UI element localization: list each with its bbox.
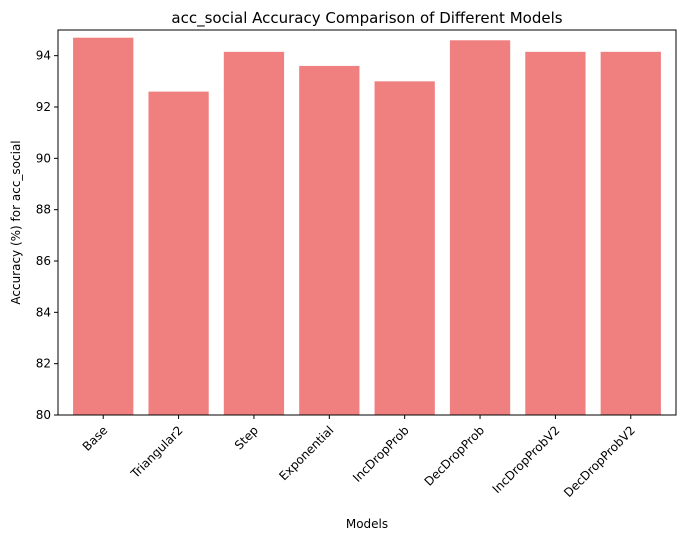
bar-decdropprobv2 <box>600 51 661 415</box>
bar-incdropprobv2 <box>525 51 586 415</box>
x-tick-label-decdropprobv2: DecDropProbV2 <box>561 423 638 500</box>
bar-triangular2 <box>148 91 209 415</box>
y-axis-label: Accuracy (%) for acc_social <box>9 140 23 304</box>
y-tick-label-94: 94 <box>36 49 51 63</box>
y-tick-label-82: 82 <box>36 357 51 371</box>
y-tick-label-84: 84 <box>36 305 51 319</box>
y-tick-label-80: 80 <box>36 408 51 422</box>
y-tick-label-90: 90 <box>36 151 51 165</box>
chart-title: acc_social Accuracy Comparison of Differ… <box>171 9 562 28</box>
x-tick-label-exponential: Exponential <box>276 423 336 483</box>
y-tick-label-88: 88 <box>36 203 51 217</box>
y-tick-label-92: 92 <box>36 100 51 114</box>
x-axis-label: Models <box>346 517 388 531</box>
x-tick-label-step: Step <box>232 423 261 452</box>
x-tick-label-triangular2: Triangular2 <box>128 423 186 481</box>
x-tick-label-incdropprobv2: IncDropProbV2 <box>490 423 563 496</box>
bar-step <box>223 51 285 415</box>
bar-exponential <box>299 65 360 416</box>
bar-decdropprob <box>449 40 511 416</box>
x-tick-label-decdropprob: DecDropProb <box>422 423 488 489</box>
plot-frame <box>57 29 677 416</box>
y-tick-label-86: 86 <box>36 254 51 268</box>
x-tick-label-incdropprob: IncDropProb <box>350 423 412 485</box>
bar-base <box>73 37 134 415</box>
bar-incdropprob <box>374 81 435 415</box>
x-tick-label-base: Base <box>80 423 111 454</box>
